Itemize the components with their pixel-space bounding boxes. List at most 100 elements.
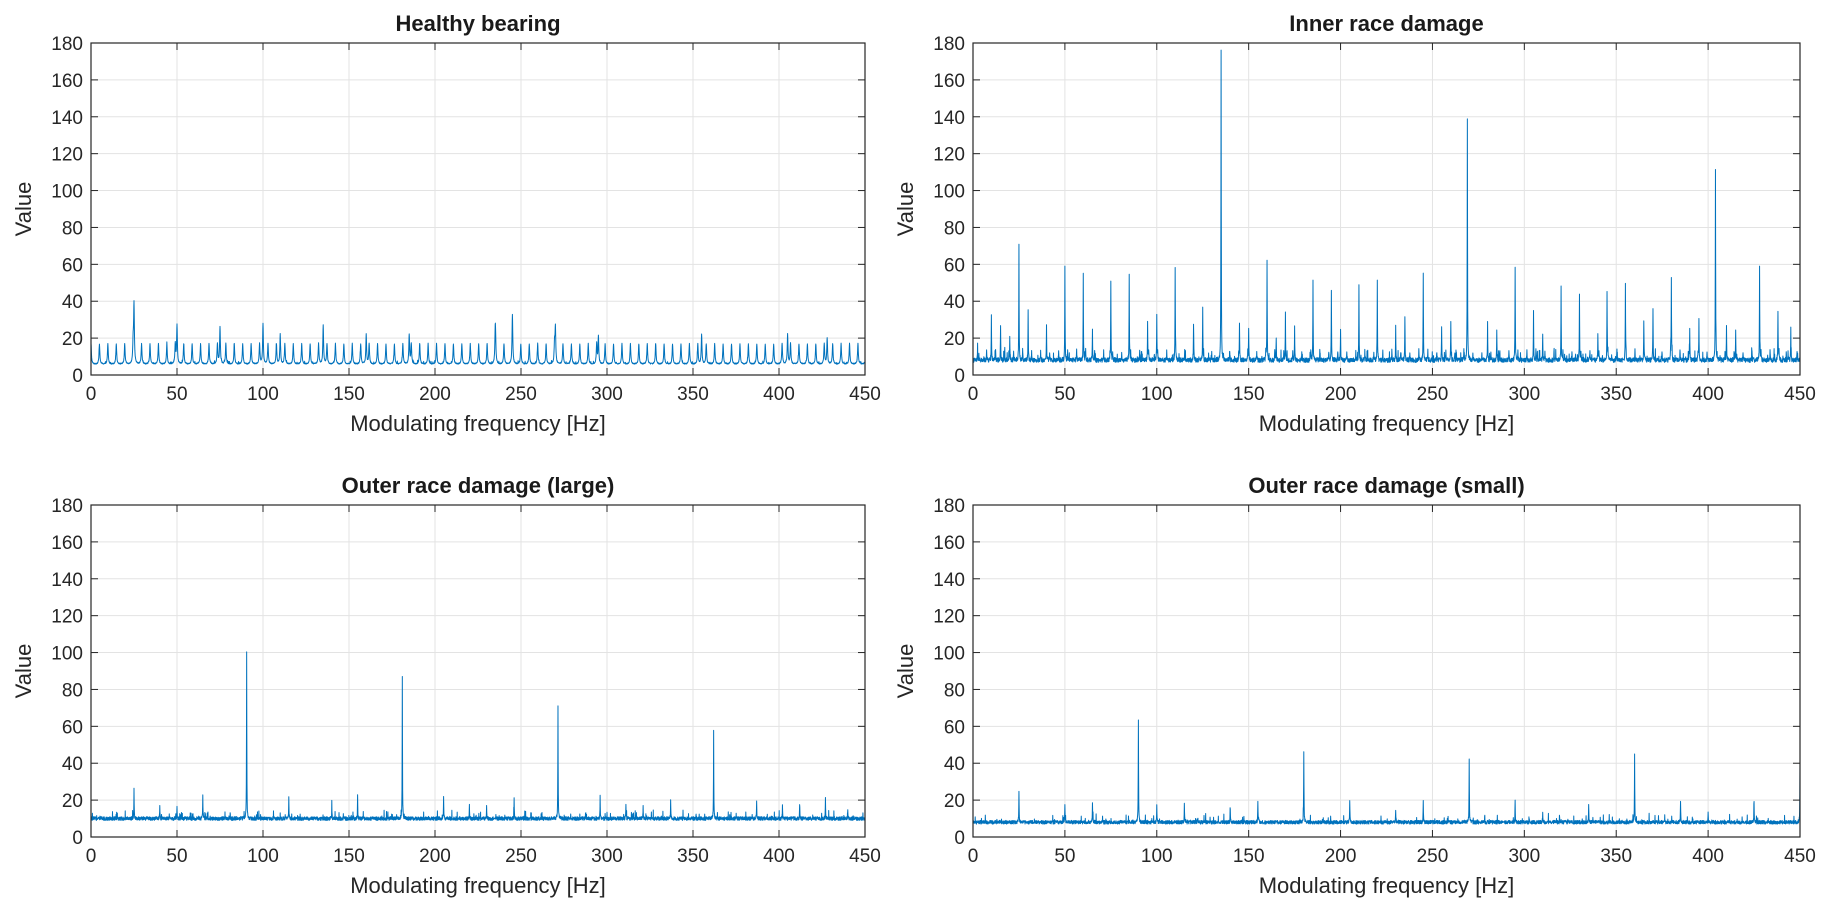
y-tick-label: 140	[51, 108, 83, 129]
x-tick-label: 0	[968, 846, 979, 867]
x-tick-label: 100	[247, 846, 279, 867]
x-tick-label: 50	[1054, 846, 1075, 867]
y-tick-label: 100	[51, 182, 83, 203]
y-tick-label: 80	[62, 680, 83, 701]
axes-box	[90, 504, 866, 838]
y-tick-label: 20	[62, 791, 83, 812]
y-tick-label: 180	[51, 34, 83, 55]
x-tick-label: 150	[1233, 846, 1265, 867]
y-tick-label: 60	[62, 255, 83, 276]
y-axis-label: Value	[11, 644, 36, 699]
y-tick-label: 60	[944, 717, 965, 738]
x-tick-label: 250	[1417, 846, 1449, 867]
y-tick-label: 120	[51, 145, 83, 166]
chart-panel-2: 0 50 100 150 200 250 300 350 400 450 0 20 40 60 80 100 1…	[893, 11, 1816, 436]
series-line	[90, 651, 866, 821]
x-tick-label: 400	[1692, 846, 1724, 867]
x-tick-label: 100	[1141, 384, 1173, 405]
x-tick-label: 300	[1508, 846, 1540, 867]
chart-panel-3: 0 50 100 150 200 250 300 350 400 450 0 20 40 60 80 100 1…	[11, 473, 881, 898]
y-tick-label: 40	[944, 292, 965, 313]
y-tick-label: 100	[933, 644, 965, 665]
x-tick-label: 450	[1784, 846, 1816, 867]
y-tick-label: 0	[954, 828, 965, 849]
y-tick-label: 140	[51, 570, 83, 591]
x-tick-label: 350	[1600, 846, 1632, 867]
x-tick-label: 250	[1417, 384, 1449, 405]
axes-box	[972, 504, 1801, 838]
x-tick-label: 350	[677, 384, 709, 405]
y-tick-label: 100	[51, 644, 83, 665]
y-tick-label: 120	[933, 607, 965, 628]
x-tick-label: 300	[591, 384, 623, 405]
y-tick-label: 160	[933, 71, 965, 92]
y-tick-label: 20	[944, 791, 965, 812]
x-tick-label: 0	[86, 846, 97, 867]
y-axis-label: Value	[893, 644, 918, 699]
x-tick-label: 200	[1325, 846, 1357, 867]
y-tick-label: 0	[72, 828, 83, 849]
x-tick-label: 50	[166, 384, 187, 405]
x-tick-label: 200	[1325, 384, 1357, 405]
y-tick-label: 80	[62, 218, 83, 239]
axes-box	[90, 42, 866, 376]
x-tick-label: 100	[247, 384, 279, 405]
series-line	[972, 719, 1801, 825]
x-axis-label: Modulating frequency [Hz]	[350, 873, 606, 898]
y-tick-label: 40	[62, 292, 83, 313]
x-tick-label: 450	[849, 846, 881, 867]
y-tick-label: 60	[62, 717, 83, 738]
x-tick-label: 300	[591, 846, 623, 867]
plot-area	[973, 43, 1800, 375]
y-tick-label: 180	[933, 34, 965, 55]
y-tick-label: 40	[944, 754, 965, 775]
y-tick-label: 80	[944, 218, 965, 239]
y-tick-label: 40	[62, 754, 83, 775]
y-tick-label: 140	[933, 108, 965, 129]
x-tick-label: 350	[1600, 384, 1632, 405]
x-tick-label: 400	[1692, 384, 1724, 405]
series-line	[90, 300, 866, 365]
x-tick-label: 250	[505, 384, 537, 405]
plot-area	[973, 505, 1800, 837]
y-axis-label: Value	[893, 182, 918, 237]
x-tick-label: 50	[166, 846, 187, 867]
y-tick-label: 20	[944, 329, 965, 350]
x-tick-label: 450	[849, 384, 881, 405]
series-line	[972, 49, 1801, 363]
y-axis-label: Value	[11, 182, 36, 237]
y-tick-label: 120	[51, 607, 83, 628]
chart-title: Inner race damage	[1289, 11, 1483, 36]
y-tick-label: 80	[944, 680, 965, 701]
x-tick-label: 400	[763, 384, 795, 405]
plot-area	[91, 43, 865, 375]
y-tick-label: 160	[51, 71, 83, 92]
y-tick-label: 120	[933, 145, 965, 166]
x-tick-label: 350	[677, 846, 709, 867]
x-tick-label: 150	[1233, 384, 1265, 405]
x-tick-label: 300	[1508, 384, 1540, 405]
y-tick-label: 160	[933, 533, 965, 554]
x-tick-label: 150	[333, 846, 365, 867]
plot-area	[91, 505, 865, 837]
chart-title: Outer race damage (small)	[1248, 473, 1524, 498]
x-tick-label: 0	[86, 384, 97, 405]
y-tick-label: 100	[933, 182, 965, 203]
y-tick-label: 140	[933, 570, 965, 591]
y-tick-label: 20	[62, 329, 83, 350]
y-tick-label: 180	[933, 496, 965, 517]
y-tick-label: 0	[954, 366, 965, 387]
x-tick-label: 450	[1784, 384, 1816, 405]
x-tick-label: 0	[968, 384, 979, 405]
y-tick-label: 0	[72, 366, 83, 387]
x-tick-label: 100	[1141, 846, 1173, 867]
x-tick-label: 200	[419, 846, 451, 867]
chart-panel-4: 0 50 100 150 200 250 300 350 400 450 0 20 40 60 80 100 1…	[893, 473, 1816, 898]
x-tick-label: 400	[763, 846, 795, 867]
x-tick-label: 200	[419, 384, 451, 405]
x-axis-label: Modulating frequency [Hz]	[350, 411, 606, 436]
chart-title: Healthy bearing	[395, 11, 560, 36]
x-tick-label: 250	[505, 846, 537, 867]
y-tick-label: 60	[944, 255, 965, 276]
